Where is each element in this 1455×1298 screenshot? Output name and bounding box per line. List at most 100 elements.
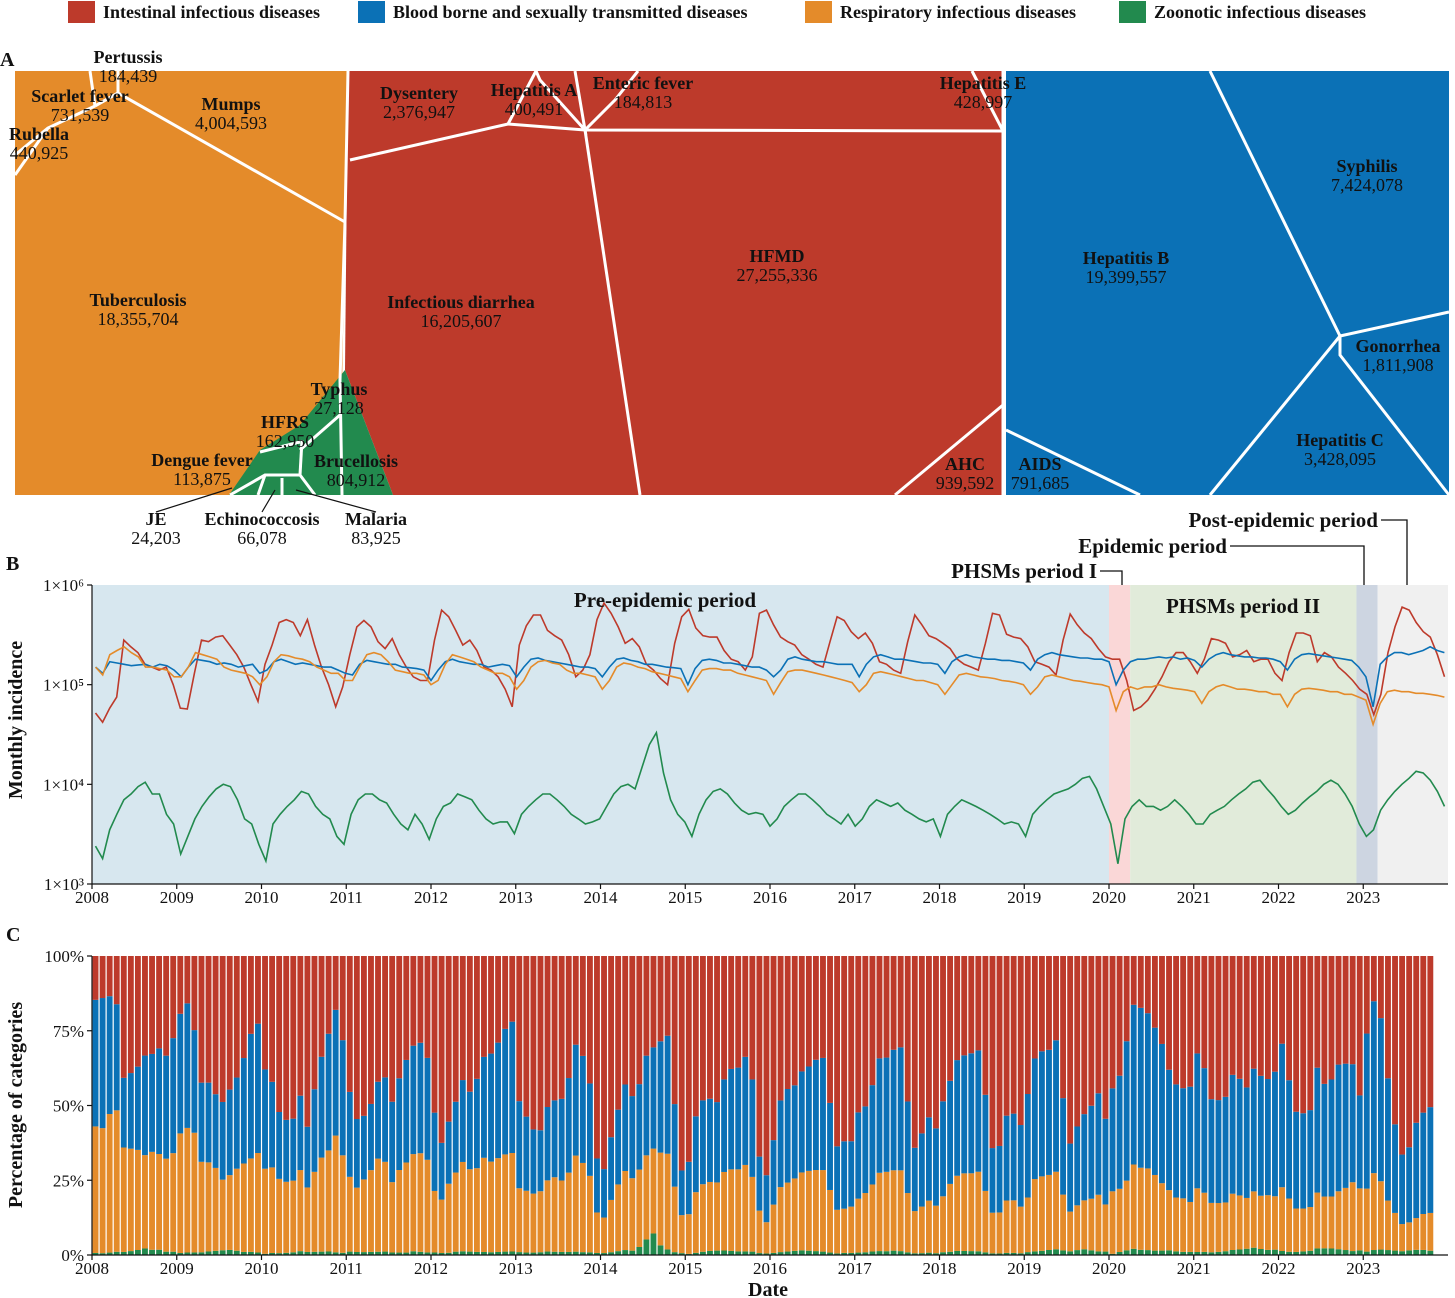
bar-segment-blood (1406, 1147, 1413, 1223)
bar-segment-respiratory (1074, 1205, 1081, 1251)
bar-segment-zoonotic (1335, 1249, 1342, 1255)
bar-segment-intestinal (876, 956, 883, 1059)
bar-segment-zoonotic (996, 1253, 1003, 1255)
treemap-cell-name: Dengue fever (151, 450, 252, 470)
bar-segment-zoonotic (1180, 1251, 1187, 1255)
bar-segment-blood (1370, 1001, 1377, 1174)
incidence-line-blood (95, 645, 1445, 707)
bar-segment-zoonotic (897, 1251, 904, 1255)
bar-segment-respiratory (1385, 1200, 1391, 1251)
bar-segment-blood (791, 1085, 798, 1179)
bar-segment-intestinal (1102, 956, 1109, 1119)
bar-segment-zoonotic (883, 1251, 890, 1255)
bar-segment-respiratory (1293, 1208, 1300, 1252)
bar-segment-intestinal (1038, 956, 1045, 1052)
bar-segment-zoonotic (1279, 1251, 1285, 1255)
bar-segment-zoonotic (933, 1253, 939, 1255)
bar-segment-zoonotic (714, 1250, 720, 1255)
bar-segment-blood (699, 1100, 706, 1185)
bar-segment-blood (488, 1053, 494, 1162)
bar-segment-blood (622, 1084, 629, 1171)
bar-segment-blood (177, 1013, 184, 1134)
bar-segment-zoonotic (657, 1245, 664, 1255)
bar-segment-intestinal (276, 956, 283, 1112)
bar-segment-blood (304, 1126, 311, 1188)
bar-segment-blood (120, 1077, 127, 1148)
bar-segment-intestinal (1300, 956, 1307, 1114)
bar-segment-intestinal (827, 956, 833, 1103)
bar-segment-respiratory (1363, 1188, 1370, 1252)
bar-segment-blood (92, 999, 99, 1127)
bar-segment-zoonotic (191, 1252, 198, 1255)
bar-segment-respiratory (459, 1161, 466, 1252)
bar-segment-intestinal (742, 956, 749, 1057)
bar-segment-blood (410, 1045, 417, 1155)
bar-segment-blood (1109, 1088, 1116, 1192)
treemap-cell-value: 162,950 (256, 431, 315, 451)
bar-segment-zoonotic (1046, 1250, 1052, 1255)
bar-segment-blood (149, 1053, 155, 1152)
bar-segment-zoonotic (947, 1251, 954, 1255)
bar-segment-blood (537, 1130, 544, 1192)
bar-segment-intestinal (615, 956, 622, 1110)
bar-segment-zoonotic (777, 1252, 784, 1255)
bar-segment-zoonotic (622, 1250, 629, 1255)
legend: Intestinal infectious diseases Blood born… (0, 0, 1455, 24)
bar-segment-intestinal (325, 956, 332, 1034)
bar-segment-zoonotic (1427, 1250, 1434, 1255)
bar-segment-intestinal (1314, 956, 1321, 1068)
bar-segment-blood (1335, 1064, 1342, 1192)
bar-segment-respiratory (191, 1132, 198, 1253)
bar-segment-intestinal (184, 956, 191, 1004)
bar-segment-zoonotic (1215, 1251, 1222, 1255)
x-tick-label: 2016 (753, 1259, 787, 1278)
bar-segment-respiratory (311, 1171, 318, 1252)
bar-segment-respiratory (699, 1184, 706, 1252)
bar-segment-blood (142, 1055, 148, 1156)
bar-segment-zoonotic (664, 1249, 671, 1255)
bar-segment-intestinal (1173, 956, 1180, 1085)
bar-segment-respiratory (551, 1177, 558, 1252)
bar-segment-zoonotic (1166, 1250, 1172, 1255)
bar-segment-blood (770, 1140, 777, 1205)
bar-segment-blood (1180, 1088, 1187, 1199)
bar-segment-blood (438, 1142, 445, 1200)
bar-segment-zoonotic (1377, 1249, 1384, 1255)
bar-segment-respiratory (1017, 1206, 1024, 1254)
bar-segment-respiratory (212, 1167, 219, 1251)
bar-segment-blood (262, 1069, 268, 1169)
bar-segment-blood (1328, 1079, 1335, 1197)
treemap-cell-value: 939,592 (936, 473, 995, 493)
x-tick-label: 2012 (414, 1259, 448, 1278)
bar-segment-respiratory (1102, 1204, 1109, 1252)
bar-segment-respiratory (516, 1188, 523, 1253)
bar-segment-zoonotic (1116, 1252, 1123, 1255)
bar-segment-blood (544, 1107, 551, 1181)
x-tick-label: 2009 (160, 1259, 194, 1278)
bar-segment-intestinal (516, 956, 523, 1102)
bar-segment-intestinal (685, 956, 692, 1162)
bar-segment-zoonotic (742, 1251, 749, 1255)
treemap-cell-name: Infectious diarrhea (387, 292, 535, 312)
bar-segment-blood (170, 1038, 177, 1154)
bar-segment-respiratory (445, 1183, 452, 1253)
bar-segment-intestinal (890, 956, 897, 1050)
panel-label-c: C (6, 924, 20, 946)
treemap-cell-name: HFMD (750, 246, 805, 266)
legend-item-respiratory: Respiratory infectious diseases (805, 1, 1076, 23)
bar-segment-zoonotic (1328, 1248, 1335, 1255)
bar-segment-respiratory (226, 1175, 233, 1250)
bar-segment-respiratory (897, 1170, 904, 1252)
bar-segment-respiratory (1046, 1174, 1052, 1250)
bar-segment-blood (1088, 1105, 1095, 1199)
bar-segment-respiratory (1264, 1195, 1271, 1250)
period-leader-line (1230, 545, 1365, 585)
bar-segment-intestinal (523, 956, 530, 1117)
bar-segment-zoonotic (530, 1252, 537, 1255)
